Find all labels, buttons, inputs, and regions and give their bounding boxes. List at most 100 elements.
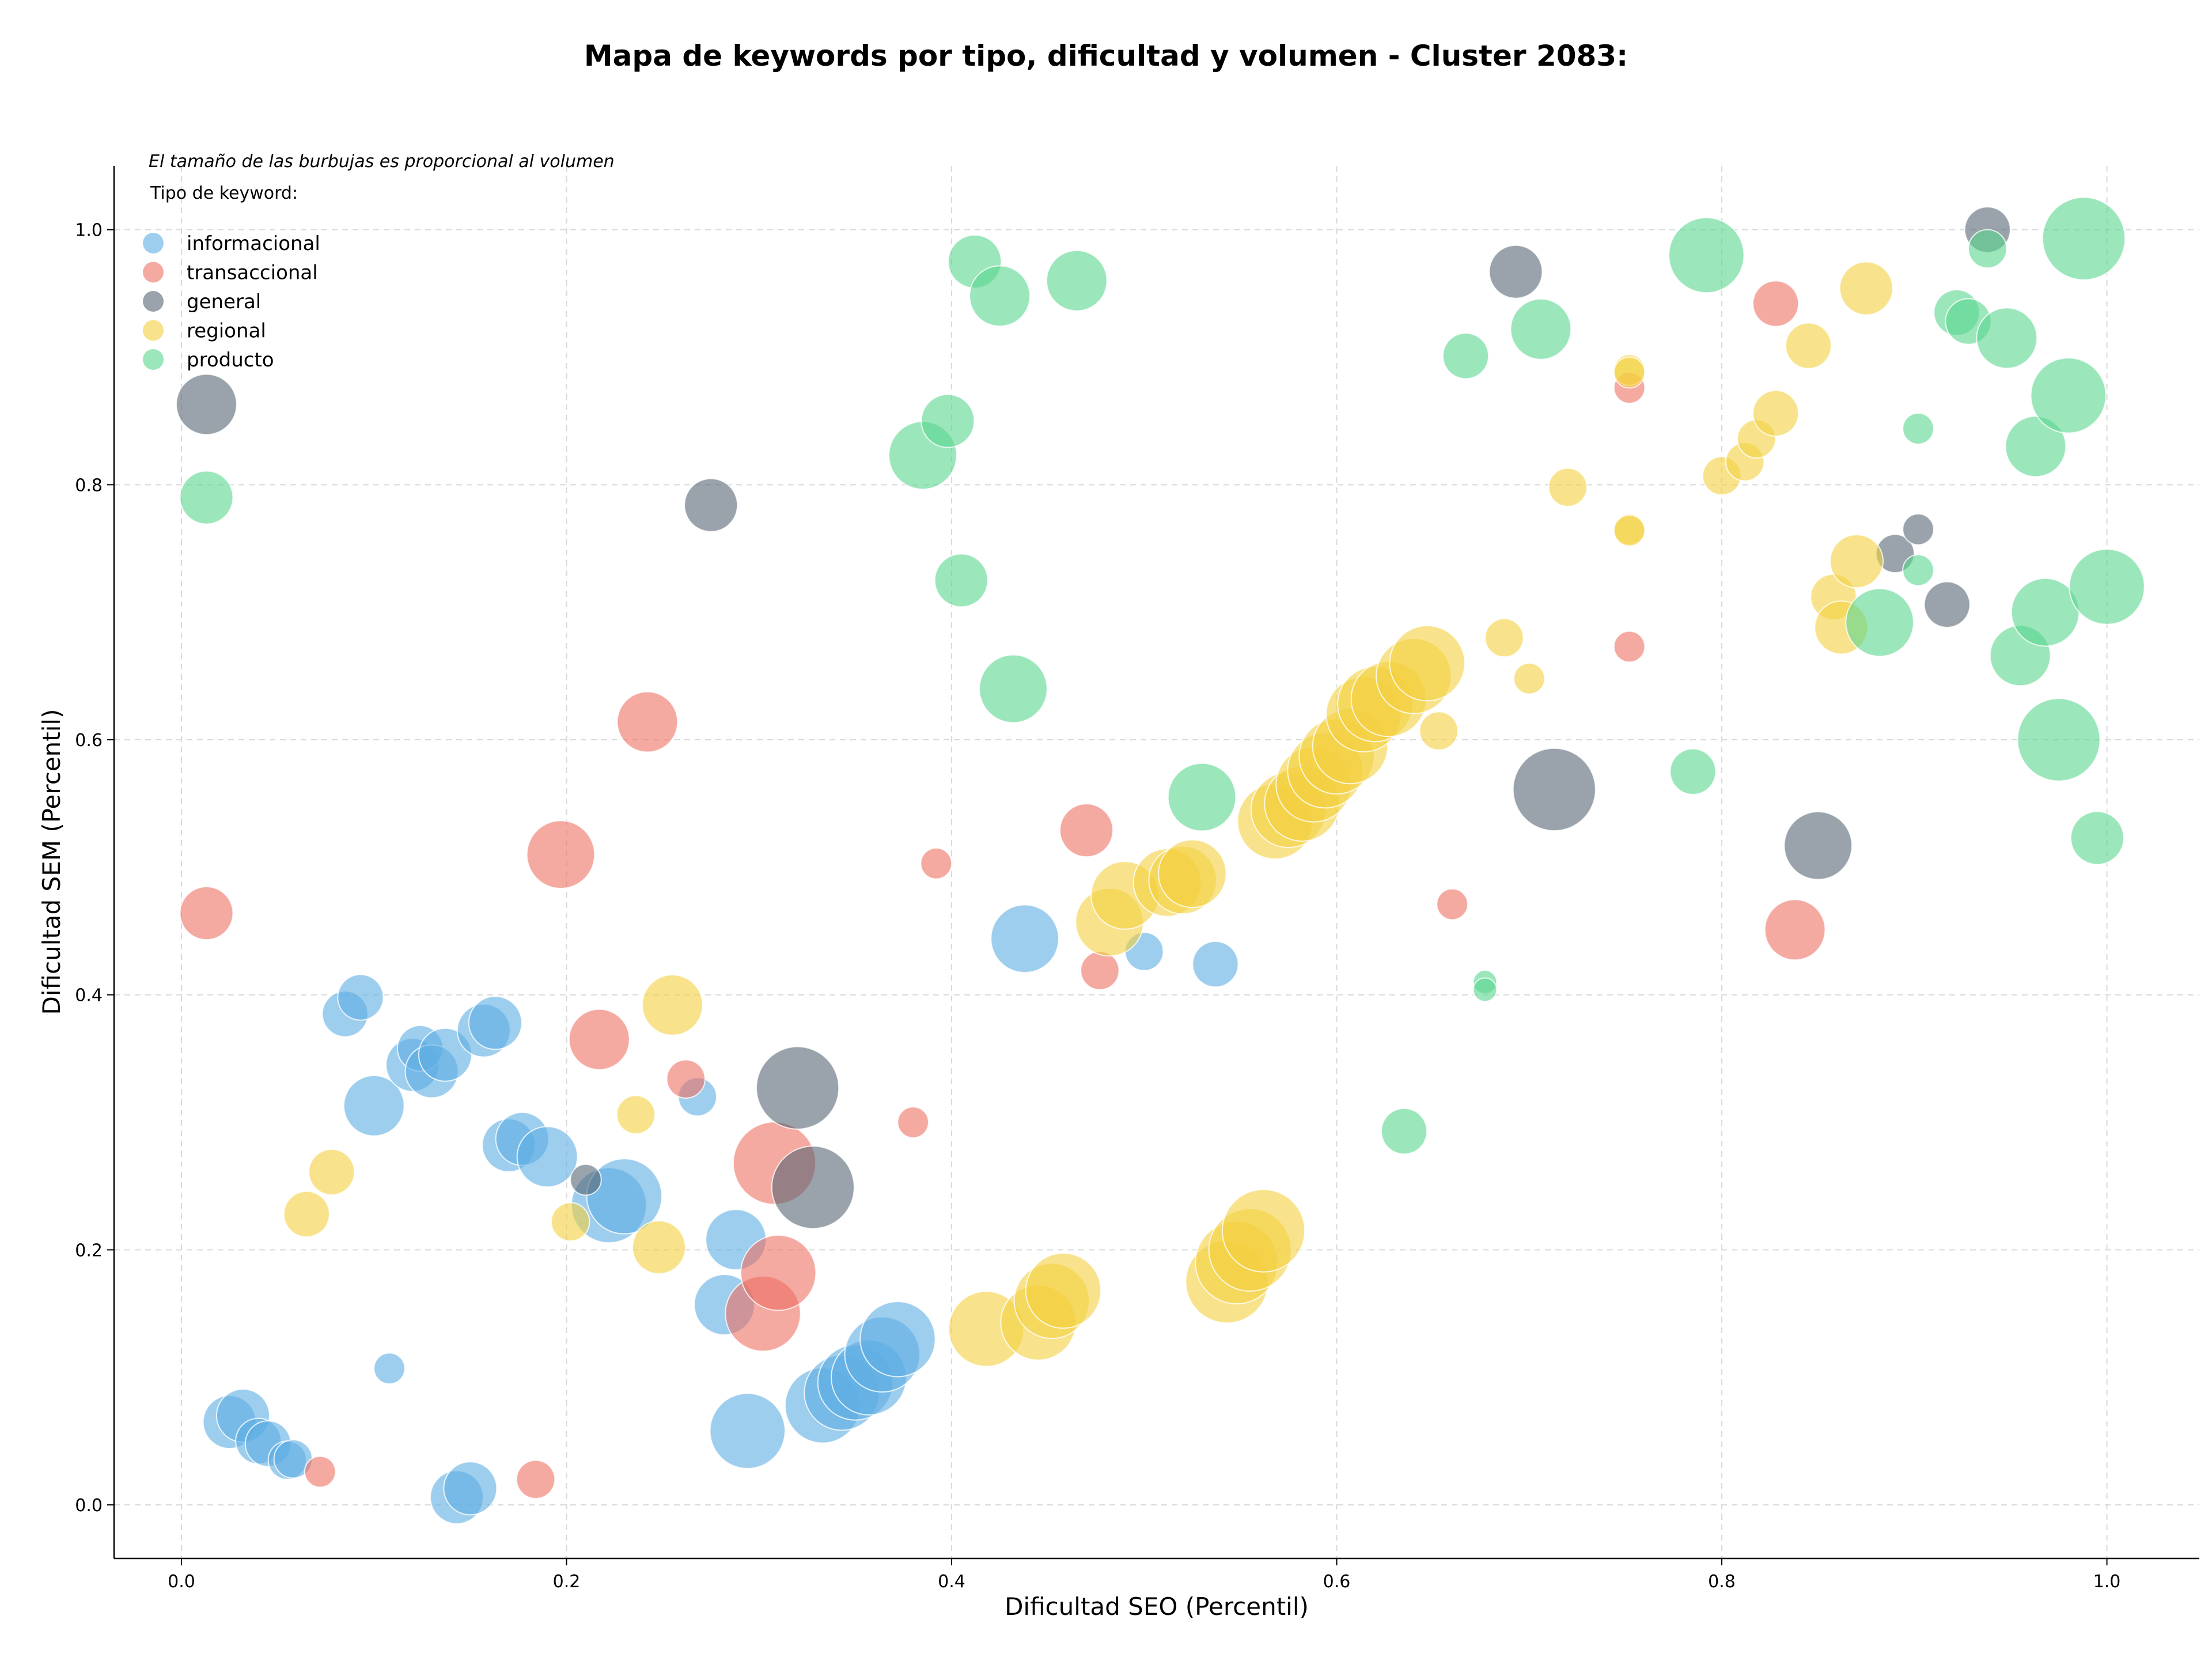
legend-label-transaccional: transaccional <box>187 262 318 285</box>
bubble-producto <box>2069 548 2145 625</box>
bubble-regional <box>1785 322 1832 369</box>
legend-marker-producto <box>143 349 164 370</box>
legend-label-producto: producto <box>187 349 274 372</box>
bubble-producto <box>1510 298 1572 360</box>
bubble-transaccional <box>304 1455 336 1488</box>
bubble-transaccional <box>568 1008 630 1070</box>
bubble-general <box>1902 513 1934 546</box>
bubble-producto <box>1668 217 1745 294</box>
bubble-layer <box>176 196 2145 1524</box>
bubble-transaccional <box>920 847 953 880</box>
bubble-producto <box>1902 413 1934 445</box>
bubble-transaccional <box>616 691 679 753</box>
bubble-regional <box>1613 514 1646 547</box>
bubble-informacional <box>373 1352 406 1385</box>
y-tick-label: 0.0 <box>75 1496 103 1516</box>
bubble-informacional <box>990 904 1059 974</box>
x-tick-label: 0.6 <box>1323 1572 1351 1592</box>
bubble-informacional <box>443 1461 498 1516</box>
bubble-producto <box>2017 698 2101 782</box>
bubble-transaccional <box>740 1235 817 1311</box>
bubble-producto <box>2070 811 2124 865</box>
legend-title: Tipo de keyword: <box>150 183 298 203</box>
legend-label-regional: regional <box>187 320 266 343</box>
legend-marker-regional <box>143 320 164 341</box>
bubble-regional <box>1158 839 1227 909</box>
bubble-size-note: El tamaño de las burbujas es proporciona… <box>149 152 615 172</box>
y-tick-label: 0.4 <box>75 986 103 1006</box>
bubble-producto <box>1442 332 1490 380</box>
chart-title: Mapa de keywords por tipo, dificultad y … <box>584 39 1628 73</box>
legend-marker-general <box>143 291 164 312</box>
bubble-regional <box>616 1095 656 1134</box>
y-tick-label: 0.8 <box>75 475 103 495</box>
bubble-producto <box>2030 357 2107 434</box>
bubble-general <box>1488 244 1543 299</box>
bubble-producto <box>1472 977 1498 1002</box>
x-tick-label: 0.2 <box>553 1572 581 1592</box>
legend-label-general: general <box>187 290 261 313</box>
bubble-general <box>771 1145 855 1229</box>
bubble-regional <box>1025 1252 1102 1329</box>
bubble-general <box>1923 581 1971 628</box>
legend-marker-transaccional <box>143 262 164 283</box>
axes <box>113 166 2199 1560</box>
bubble-transaccional <box>897 1106 929 1138</box>
bubble-regional <box>1484 618 1524 658</box>
bubble-transaccional <box>1059 803 1113 858</box>
bubble-producto <box>1046 249 1108 312</box>
bubble-transaccional <box>526 820 596 890</box>
x-tick-label: 0.4 <box>938 1572 965 1592</box>
x-axis-label: Dificultad SEO (Percentil) <box>1005 1592 1309 1621</box>
bubble-regional <box>1548 467 1588 507</box>
bubble-regional <box>1752 389 1800 437</box>
bubble-producto <box>2005 415 2067 478</box>
bubble-regional <box>641 974 703 1036</box>
y-tick-label: 0.6 <box>75 731 103 751</box>
bubble-transaccional <box>1613 630 1646 663</box>
bubble-producto <box>179 470 234 525</box>
y-axis-label: Dificultad SEM (Percentil) <box>37 709 66 1015</box>
bubble-informacional <box>468 996 522 1050</box>
bubble-transaccional <box>1752 280 1800 327</box>
bubble-regional <box>308 1148 355 1195</box>
bubble-general <box>684 478 738 532</box>
bubble-informacional <box>586 1158 662 1235</box>
legend-marker-informacional <box>143 233 164 253</box>
bubble-regional <box>1513 662 1546 695</box>
bubble-producto <box>1167 762 1237 832</box>
bubble-informacional <box>343 1074 405 1137</box>
bubble-producto <box>921 394 975 448</box>
x-tick-label: 0.8 <box>1708 1572 1736 1592</box>
bubble-general <box>1512 747 1596 831</box>
bubble-general <box>176 373 237 436</box>
bubble-regional <box>631 1220 686 1274</box>
bubble-transaccional <box>1764 899 1826 961</box>
bubble-producto <box>979 654 1048 724</box>
x-tick-label: 0.0 <box>168 1572 195 1592</box>
bubble-informacional <box>516 1126 578 1188</box>
bubble-producto <box>1976 307 2038 369</box>
bubble-informacional <box>709 1393 786 1469</box>
bubble-producto <box>1968 229 2008 269</box>
bubble-general <box>1783 811 1853 880</box>
bubble-producto <box>1669 748 1717 795</box>
bubble-producto <box>1902 554 1934 587</box>
bubble-producto <box>934 553 988 608</box>
bubble-informacional <box>1192 940 1239 988</box>
x-tick-label: 1.0 <box>2093 1572 2121 1592</box>
y-tick-label: 1.0 <box>75 221 103 241</box>
bubble-transaccional <box>1436 888 1468 921</box>
bubble-regional <box>283 1190 330 1238</box>
x-ticks: 0.0 0.2 0.4 0.6 0.8 1.0 <box>168 1558 2120 1592</box>
bubble-transaccional <box>179 886 234 941</box>
bubble-general <box>756 1046 840 1130</box>
bubble-regional <box>1419 711 1459 751</box>
bubble-regional <box>1389 625 1465 702</box>
bubble-general <box>570 1163 602 1196</box>
bubble-producto <box>2041 196 2126 281</box>
bubble-regional <box>1221 1189 1306 1273</box>
bubble-producto <box>1845 588 1914 657</box>
bubble-transaccional <box>516 1459 556 1499</box>
